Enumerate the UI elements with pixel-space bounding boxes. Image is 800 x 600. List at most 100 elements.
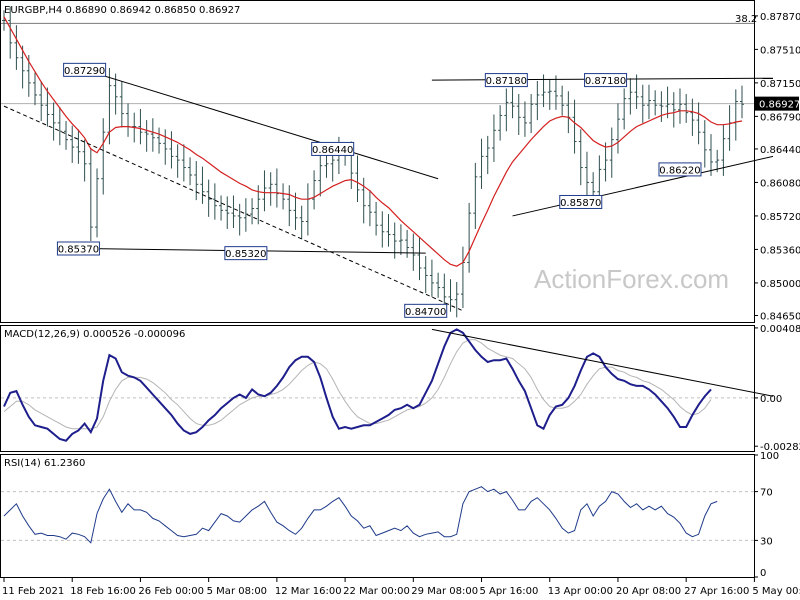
watermark: ActionForex.com [534,264,729,294]
price-bar [287,185,292,227]
price-bar [578,129,583,186]
price-bar [467,202,472,273]
price-annotation: 0.85320 [224,246,268,261]
price-header: EURGBP,H4 0.86890 0.86942 0.86850 0.8692… [4,5,240,16]
annotation-box [56,241,100,256]
annotation-text: 0.87180 [486,76,527,87]
price-bar [715,149,720,173]
price-bar [522,101,527,137]
price-bar [417,237,422,281]
annotation-text: 0.86440 [312,145,353,156]
price-bar [535,81,540,121]
rsi-line [3,486,718,544]
macd-header: MACD(12,26,9) 0.000526 -0.000096 [4,329,185,340]
price-bar [82,139,87,182]
price-bar [76,129,81,164]
rsi-layer [1,486,754,544]
price-bar [516,94,521,135]
price-bar [101,118,106,195]
price-bar [529,94,534,134]
price-bar [212,183,217,220]
price-bar [479,138,484,189]
annotation-box [658,162,702,177]
price-bar [20,45,25,89]
price-bar [491,114,496,162]
price-bar [646,84,651,120]
price-bar [374,201,379,236]
price-bar [95,168,100,238]
rsi-tick-label: 100 [760,451,779,462]
price-bar [572,99,577,154]
price-bar [684,94,689,123]
price-bar [702,120,707,168]
price-bar [448,279,453,312]
price-bar [318,151,323,197]
macd-layer [1,328,774,442]
price-bar [51,102,56,141]
price-tick-label: 0.87870 [760,12,800,23]
price-bar [547,79,552,110]
x-tick-label: 5 Mar 08:00 [207,586,267,597]
price-bar [268,172,273,206]
x-tick-label: 22 Mar 00:00 [343,586,410,597]
x-tick-label: 13 Apr 00:00 [548,586,613,597]
price-bar [498,105,503,141]
price-bar [653,90,658,116]
price-annotation: 0.87180 [484,73,528,88]
price-bar [299,205,304,240]
price-bar [622,88,627,130]
price-bar [454,281,459,318]
price-bar [423,255,428,294]
price-bar [690,98,695,136]
annotation-box [311,141,355,156]
price-bar [157,127,162,154]
annotation-text: 0.85320 [225,249,266,260]
price-bar [485,135,490,175]
annotation-box [584,73,628,88]
price-bar [45,87,50,127]
price-bar [504,88,509,132]
price-bar [634,74,639,109]
price-bar [119,81,124,128]
trendline-upper-falling-resistance [84,69,439,180]
annotation-box [484,73,528,88]
price-bar [169,131,174,169]
price-bar [64,121,69,150]
price-annotation: 0.85870 [559,194,603,209]
x-tick-label: 12 Mar 16:00 [275,586,342,597]
rsi-pane [0,454,755,578]
macd-pane [0,325,755,452]
x-tick-label: 18 Feb 16:00 [70,586,136,597]
price-bar [219,195,224,221]
price-bar [163,129,168,165]
price-tick-label: 0.85360 [760,245,800,256]
price-tick-label: 0.87150 [760,79,800,90]
price-bar [206,179,211,217]
annotation-box [224,246,268,261]
price-bar [628,78,633,115]
macd-signal-line [3,339,712,430]
price-tick-label: 0.86790 [760,112,800,123]
annotation-text: 0.84700 [405,307,446,318]
price-bar [436,272,441,298]
price-pane [0,0,755,323]
price-tick-label: 0.86440 [760,145,800,156]
price-annotation: 0.86440 [311,141,355,156]
price-bar [150,118,155,152]
x-tick-label: 29 Mar 08:00 [411,586,478,597]
annotation-box [63,62,107,77]
price-bar [33,72,38,106]
annotation-text: 0.87180 [585,76,626,87]
price-bar [144,120,149,152]
price-bar [696,102,701,145]
price-bar [225,196,230,229]
price-bar [243,198,248,232]
price-bar [740,85,744,119]
price-bar [708,134,713,176]
price-bar [553,75,558,110]
price-bar [70,125,75,163]
price-bar [138,108,143,145]
price-bar [615,103,620,154]
price-bar [237,203,242,236]
